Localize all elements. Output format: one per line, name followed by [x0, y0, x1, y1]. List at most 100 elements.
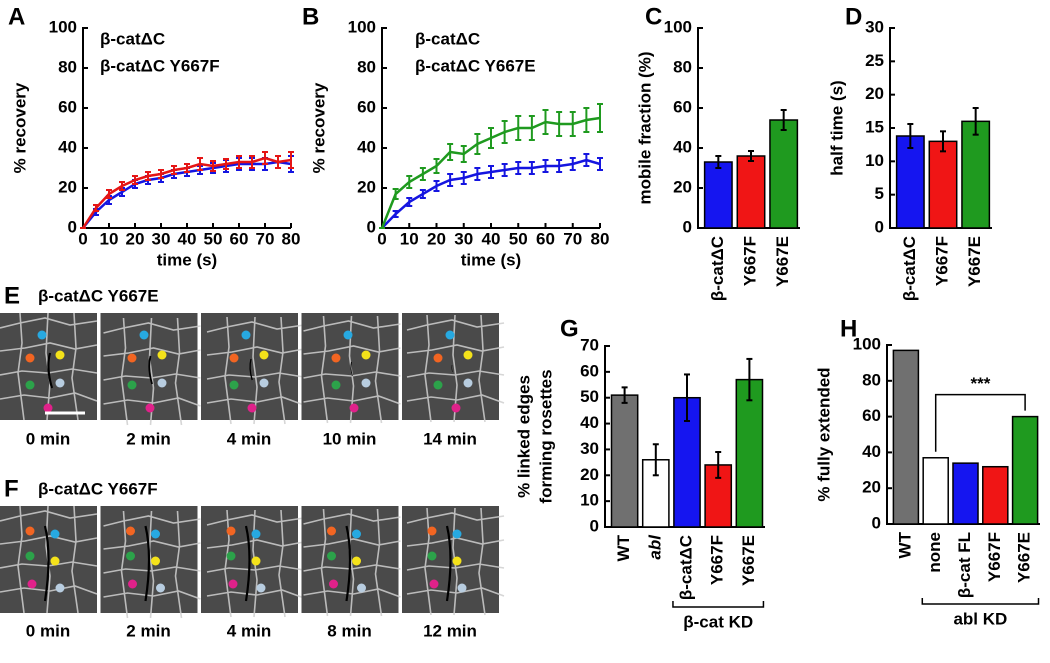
panel-label: H [840, 315, 857, 342]
x-tick-label: 60 [536, 229, 555, 248]
micrograph [301, 313, 401, 424]
cell-marker [451, 403, 461, 413]
junction-trace [451, 364, 453, 373]
x-tick-label: 20 [126, 229, 145, 248]
cell-marker [361, 378, 371, 388]
micrograph [100, 506, 201, 619]
bar [895, 135, 925, 229]
error-bar [621, 386, 628, 404]
error-bar [940, 130, 946, 153]
error-bar [158, 169, 164, 179]
group-label: β-cat KD [683, 612, 753, 631]
error-bar [488, 165, 494, 179]
cell-marker [349, 403, 359, 413]
error-bar [433, 180, 440, 192]
error-bar [406, 175, 413, 189]
x-tick-label: 40 [178, 229, 197, 248]
cell-marker [145, 403, 155, 413]
cell-marker [327, 526, 336, 536]
x-tick-label: Y667F [708, 535, 727, 585]
y-axis-label: mobile fraction (%) [635, 51, 654, 204]
x-tick-label: 30 [152, 229, 171, 248]
error-bar [184, 163, 190, 173]
cell-marker [50, 529, 60, 539]
x-tick-label: Y667E [1015, 532, 1034, 583]
y-tick-label: 50 [580, 387, 599, 406]
x-tick-label: WT [614, 534, 633, 561]
micrograph [201, 313, 305, 425]
panel-label: B [302, 3, 319, 30]
cell-marker [352, 556, 361, 566]
panel-label: G [560, 315, 579, 342]
cell-marker [251, 556, 261, 566]
y-tick-label: 0 [590, 516, 599, 535]
x-tick-label: 80 [591, 229, 610, 248]
cell-marker [429, 579, 439, 589]
group-bracket [672, 601, 765, 608]
cell-marker [126, 551, 135, 561]
junction-trace [249, 358, 253, 381]
error-bar [501, 120, 508, 144]
error-bar [433, 158, 440, 174]
bar [736, 155, 766, 229]
cell-marker [37, 330, 47, 340]
cell-marker [55, 378, 65, 388]
y-tick-label: 10 [865, 151, 884, 170]
legend-entry: β-catΔC Y667F [100, 56, 220, 75]
y-tick-label: 5 [875, 184, 884, 203]
y-tick-label: 30 [580, 439, 599, 458]
bar [769, 119, 799, 229]
x-tick-label: Y667E [773, 236, 792, 287]
image-title: β-catΔC Y667F [38, 479, 158, 498]
frame-time: 2 min [126, 621, 170, 640]
x-axis-label: time (s) [461, 250, 521, 269]
x-tick-label: 20 [427, 229, 446, 248]
cell-marker [433, 353, 443, 363]
x-tick-label: abl [645, 534, 664, 560]
x-tick-label: Y667F [932, 236, 951, 286]
x-tick-label: 50 [509, 229, 528, 248]
x-tick-label: 70 [563, 229, 582, 248]
cell-marker [128, 579, 137, 589]
legend-entry: β-catΔC Y667E [415, 56, 536, 75]
y-tick-label: 0 [68, 217, 77, 236]
error-bar [275, 155, 281, 169]
y-tick-label: 0 [683, 217, 692, 236]
bar [928, 140, 958, 229]
micrograph [0, 505, 98, 614]
frame-time: 0 min [26, 621, 70, 640]
bar [982, 465, 1009, 525]
y-axis-label: forming rosettes [536, 369, 555, 503]
y-tick-label: 80 [673, 57, 692, 76]
y-tick-label: 20 [580, 465, 599, 484]
cell-marker [352, 529, 361, 539]
y-tick-label: 0 [872, 513, 881, 532]
error-bar [447, 173, 454, 187]
y-axis-label: % fully extended [814, 367, 833, 501]
cell-marker [157, 350, 167, 360]
micrograph [100, 313, 201, 426]
error-bar [515, 161, 522, 175]
cell-marker [226, 526, 236, 536]
cell-marker [427, 551, 437, 561]
junction-trace [350, 361, 353, 377]
cell-marker [43, 403, 53, 413]
bar [952, 462, 979, 525]
error-bar [236, 155, 242, 169]
error-bar [488, 127, 494, 149]
error-bar [288, 151, 294, 169]
cell-marker [151, 529, 160, 539]
cell-marker [55, 583, 65, 593]
y-tick-label: 60 [673, 97, 692, 116]
x-tick-label: β-catΔC [708, 236, 727, 301]
error-bar [223, 158, 229, 170]
cell-marker [433, 380, 443, 390]
error-bar [501, 163, 508, 177]
y-tick-label: 20 [673, 177, 692, 196]
junction-trace [144, 525, 151, 602]
significance-bracket [934, 393, 1026, 452]
error-bar [907, 123, 914, 149]
cell-marker [55, 350, 65, 360]
micrograph-background [301, 313, 399, 420]
cell-marker [361, 350, 371, 360]
